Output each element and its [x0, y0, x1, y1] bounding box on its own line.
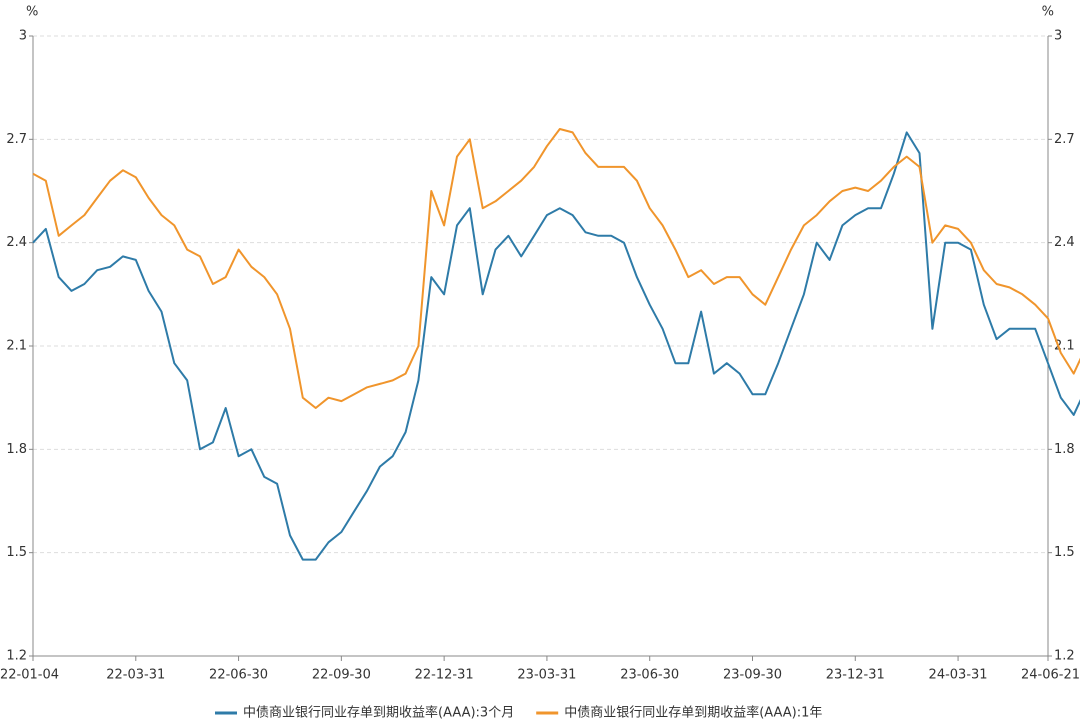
- y2-tick-label: 2.7: [1054, 132, 1075, 147]
- x-tick-label: 23-03-31: [517, 668, 576, 683]
- y2-tick-label: 1.8: [1054, 442, 1075, 457]
- x-tick-label: 24-06-21: [1021, 668, 1080, 683]
- x-tick-label: 22-06-30: [209, 668, 268, 683]
- y2-unit: %: [1042, 5, 1054, 20]
- series-line: [32, 128, 1080, 409]
- y-tick-label: 1.8: [6, 442, 27, 457]
- x-tick-label: 22-12-31: [415, 668, 474, 683]
- y-tick-label: 1.5: [6, 545, 27, 560]
- x-tick-label: 23-09-30: [723, 668, 782, 683]
- x-tick-label: 22-01-04: [0, 668, 59, 683]
- series-line: [32, 131, 1080, 561]
- x-tick-label: 23-06-30: [620, 668, 679, 683]
- y-tick-label: 2.1: [6, 339, 27, 354]
- legend-label: 中债商业银行同业存单到期收益率(AAA):3个月: [243, 705, 514, 721]
- y-tick-label: 2.7: [6, 132, 27, 147]
- x-tick-label: 23-12-31: [826, 668, 885, 683]
- y2-tick-label: 1.2: [1054, 649, 1075, 664]
- y2-tick-label: 1.5: [1054, 545, 1075, 560]
- y-tick-label: 1.2: [6, 649, 27, 664]
- x-tick-label: 22-09-30: [312, 668, 371, 683]
- y-tick-label: 2.4: [6, 235, 27, 250]
- x-tick-label: 24-03-31: [929, 668, 988, 683]
- y-tick-label: 3: [19, 29, 27, 44]
- x-tick-label: 22-03-31: [106, 668, 165, 683]
- y2-tick-label: 3: [1054, 29, 1062, 44]
- y-unit: %: [26, 5, 38, 20]
- y2-tick-label: 2.4: [1054, 235, 1075, 250]
- legend-label: 中债商业银行同业存单到期收益率(AAA):1年: [564, 705, 822, 721]
